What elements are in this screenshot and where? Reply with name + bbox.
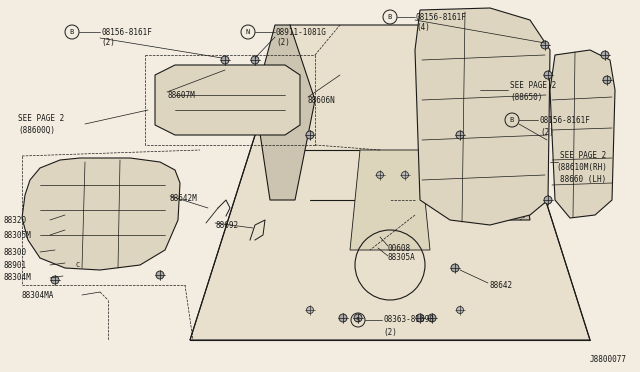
- Text: (2): (2): [276, 38, 290, 46]
- Circle shape: [354, 314, 362, 322]
- Text: 88304M: 88304M: [3, 273, 31, 282]
- Circle shape: [376, 171, 383, 179]
- Text: B: B: [510, 117, 514, 123]
- Text: C: C: [75, 262, 79, 268]
- Circle shape: [221, 56, 229, 64]
- Text: J8800077: J8800077: [590, 356, 627, 365]
- Text: 08156-8161F: 08156-8161F: [540, 115, 591, 125]
- Circle shape: [544, 71, 552, 79]
- Text: 88642M: 88642M: [170, 193, 198, 202]
- Circle shape: [603, 76, 611, 84]
- Circle shape: [306, 131, 314, 139]
- Text: 88320: 88320: [3, 215, 26, 224]
- Circle shape: [456, 307, 463, 314]
- Circle shape: [541, 41, 549, 49]
- Circle shape: [251, 56, 259, 64]
- Text: 88692: 88692: [215, 221, 238, 230]
- Text: SEE PAGE 2: SEE PAGE 2: [510, 80, 556, 90]
- Text: 08156-8161F: 08156-8161F: [416, 13, 467, 22]
- Text: (2): (2): [540, 128, 554, 137]
- Text: (2): (2): [383, 327, 397, 337]
- Text: 88901: 88901: [3, 260, 26, 269]
- Text: (88600Q): (88600Q): [18, 125, 55, 135]
- Text: 88607M: 88607M: [167, 90, 195, 99]
- Text: 88305A: 88305A: [388, 253, 416, 263]
- Text: 08911-1081G: 08911-1081G: [276, 28, 327, 36]
- Text: SEE PAGE 2: SEE PAGE 2: [560, 151, 606, 160]
- Text: 08363-81698: 08363-81698: [383, 315, 434, 324]
- Text: SEE PAGE 2: SEE PAGE 2: [18, 113, 64, 122]
- Text: B: B: [70, 29, 74, 35]
- Circle shape: [156, 271, 164, 279]
- Circle shape: [601, 51, 609, 59]
- Polygon shape: [22, 158, 180, 270]
- Text: 88304MA: 88304MA: [22, 291, 54, 299]
- Text: (88650): (88650): [510, 93, 542, 102]
- Text: 88305M: 88305M: [3, 231, 31, 240]
- Polygon shape: [155, 65, 300, 135]
- Polygon shape: [255, 25, 315, 200]
- Circle shape: [544, 196, 552, 204]
- Polygon shape: [550, 50, 615, 218]
- Text: (4): (4): [416, 22, 430, 32]
- Text: 88606N: 88606N: [308, 96, 336, 105]
- Circle shape: [401, 171, 408, 179]
- Circle shape: [456, 131, 464, 139]
- Text: 88660 (LH): 88660 (LH): [560, 174, 606, 183]
- Circle shape: [339, 314, 347, 322]
- Text: (2): (2): [101, 38, 115, 46]
- Text: 00608: 00608: [388, 244, 411, 253]
- Circle shape: [51, 276, 59, 284]
- Text: (88610M(RH): (88610M(RH): [556, 163, 607, 171]
- Circle shape: [451, 264, 459, 272]
- Polygon shape: [190, 25, 590, 340]
- Text: 88642: 88642: [490, 280, 513, 289]
- Circle shape: [428, 314, 436, 322]
- Text: 08156-8161F: 08156-8161F: [101, 28, 152, 36]
- Text: B: B: [388, 14, 392, 20]
- Text: 88300: 88300: [3, 247, 26, 257]
- Circle shape: [416, 314, 424, 322]
- Circle shape: [307, 307, 314, 314]
- Text: S: S: [356, 317, 360, 323]
- Polygon shape: [350, 150, 430, 250]
- Text: N: N: [246, 29, 250, 35]
- Polygon shape: [415, 8, 550, 225]
- Polygon shape: [475, 25, 530, 220]
